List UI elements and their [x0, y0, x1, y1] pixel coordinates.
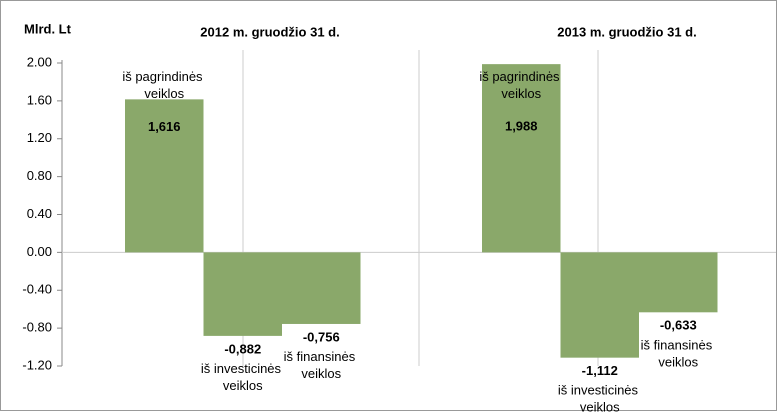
y-tick-label: 2.00 — [27, 54, 52, 69]
group-title: 2013 m. gruodžio 31 d. — [557, 24, 696, 39]
series-label: iš pagrindinės veiklos — [122, 69, 206, 101]
y-tick-label: 1.20 — [27, 130, 52, 145]
y-tick-label: 0.80 — [27, 168, 52, 183]
bar — [282, 252, 361, 324]
y-tick-label: 0.00 — [27, 244, 52, 259]
value-label: 1,616 — [148, 119, 181, 134]
y-tick-label: -1.20 — [22, 357, 52, 372]
y-axis-label: Mlrd. Lt — [24, 21, 72, 36]
group-title: 2012 m. gruodžio 31 d. — [200, 24, 339, 39]
y-tick-label: -0.40 — [22, 282, 52, 297]
series-label: iš finansinės veiklos — [284, 349, 359, 381]
bar — [639, 252, 718, 313]
series-label: iš pagrindinės veiklos — [479, 69, 563, 101]
bar — [125, 99, 204, 253]
value-label: 1,988 — [505, 118, 538, 133]
series-label: iš finansinės veiklos — [641, 338, 716, 370]
series-label: iš investicinės veiklos — [201, 361, 285, 393]
y-tick-label: 0.40 — [27, 206, 52, 221]
value-label: -0,633 — [660, 318, 697, 333]
y-tick-label: 1.60 — [27, 92, 52, 107]
bar — [482, 64, 561, 253]
value-label: -0,882 — [224, 341, 261, 356]
series-label: iš investicinės veiklos — [558, 383, 642, 414]
bar — [203, 252, 282, 336]
bar — [560, 252, 639, 358]
value-label: -0,756 — [303, 329, 340, 344]
value-label: -1,112 — [582, 363, 618, 378]
y-tick-label: -0.80 — [22, 320, 52, 335]
